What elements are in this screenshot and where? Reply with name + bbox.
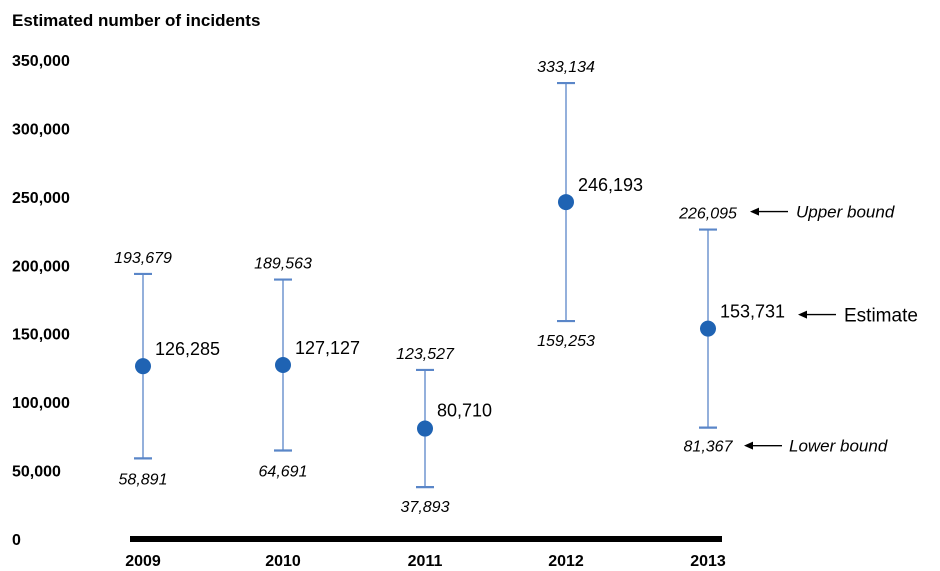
upper-bound-label-2012: 333,134 — [537, 59, 595, 76]
y-tick-label: 250,000 — [12, 190, 70, 207]
x-tick-label: 2013 — [690, 553, 726, 570]
lower-bound-arrow-head — [744, 441, 753, 450]
x-tick-label: 2009 — [125, 553, 161, 570]
x-tick-label: 2011 — [408, 553, 443, 570]
lower-bound-label-2012: 159,253 — [537, 333, 595, 350]
y-tick-label: 350,000 — [12, 53, 70, 70]
estimate-label-2012: 246,193 — [578, 175, 643, 195]
estimate-arrow-head — [798, 310, 807, 319]
y-tick-label: 200,000 — [12, 258, 70, 275]
estimate-point-2012 — [558, 194, 574, 211]
lower-bound-annotation: Lower bound — [789, 437, 888, 456]
x-tick-label: 2010 — [265, 553, 301, 570]
lower-bound-label-2011: 37,893 — [401, 499, 450, 516]
upper-bound-label-2009: 193,679 — [114, 250, 172, 267]
upper-bound-arrow-head — [750, 207, 759, 216]
annotations: Upper bound Estimate Lower bound — [744, 203, 918, 456]
lower-bound-label-2010: 64,691 — [259, 463, 308, 480]
y-tick-label: 0 — [12, 532, 21, 549]
upper-bound-label-2013: 226,095 — [678, 206, 737, 223]
x-tick-label: 2012 — [548, 553, 584, 570]
y-tick-label: 300,000 — [12, 121, 70, 138]
estimate-label-2011: 80,710 — [437, 401, 492, 421]
estimate-point-2011 — [417, 420, 433, 437]
estimate-label-2010: 127,127 — [295, 338, 360, 358]
lower-bound-label-2009: 58,891 — [119, 471, 168, 488]
upper-bound-annotation: Upper bound — [796, 203, 895, 222]
estimate-label-2009: 126,285 — [155, 339, 220, 359]
upper-bound-label-2011: 123,527 — [396, 346, 455, 363]
y-axis-ticks: 0 50,000 100,000 150,000 200,000 250,000 300,0… — [12, 53, 70, 549]
data-marks: 193,679 58,891 126,285 189,563 64,691 127,127… — [114, 59, 785, 516]
lower-bound-label-2013: 81,367 — [684, 439, 734, 456]
estimate-point-2013 — [700, 320, 716, 337]
upper-bound-label-2010: 189,563 — [254, 256, 312, 273]
y-tick-label: 50,000 — [12, 464, 61, 481]
y-axis-title: Estimated number of incidents — [12, 11, 260, 30]
estimate-annotation: Estimate — [844, 306, 918, 327]
x-axis-ticks: 2009 2010 2011 2012 2013 — [125, 553, 726, 570]
y-tick-label: 100,000 — [12, 395, 70, 412]
y-tick-label: 150,000 — [12, 327, 70, 344]
estimate-label-2013: 153,731 — [720, 302, 785, 322]
estimate-point-2009 — [135, 358, 151, 375]
estimate-point-2010 — [275, 357, 291, 374]
